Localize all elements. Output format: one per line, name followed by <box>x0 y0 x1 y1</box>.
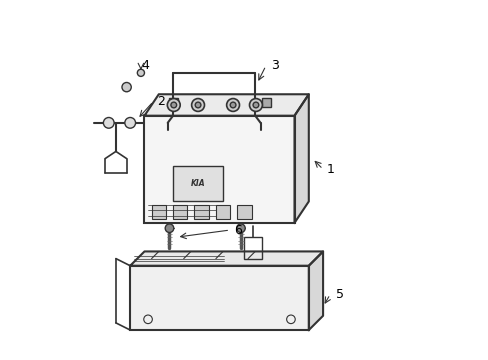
Circle shape <box>124 117 135 128</box>
Text: KIA: KIA <box>190 179 205 188</box>
Bar <box>216 205 230 219</box>
Text: 1: 1 <box>326 163 334 176</box>
Bar <box>130 266 308 330</box>
Circle shape <box>236 224 244 233</box>
Circle shape <box>137 69 144 76</box>
Text: 4: 4 <box>141 59 148 72</box>
Bar <box>194 205 208 219</box>
Circle shape <box>103 117 114 128</box>
Circle shape <box>253 102 258 108</box>
Circle shape <box>167 99 180 111</box>
Circle shape <box>195 102 201 108</box>
Polygon shape <box>308 251 323 330</box>
Polygon shape <box>130 251 323 266</box>
Circle shape <box>226 99 239 111</box>
Text: 3: 3 <box>271 59 279 72</box>
Bar <box>168 98 177 107</box>
Polygon shape <box>144 94 308 116</box>
Bar <box>151 205 165 219</box>
Circle shape <box>191 99 204 111</box>
Circle shape <box>230 102 235 108</box>
Polygon shape <box>294 94 308 223</box>
Circle shape <box>165 224 173 233</box>
Text: 6: 6 <box>233 224 241 237</box>
Bar <box>173 166 223 202</box>
Bar <box>173 205 187 219</box>
Bar <box>244 237 262 258</box>
Bar <box>262 98 271 107</box>
Text: 2: 2 <box>157 95 164 108</box>
Circle shape <box>122 82 131 92</box>
Bar <box>237 205 251 219</box>
Text: 5: 5 <box>335 288 343 301</box>
Circle shape <box>249 99 262 111</box>
Circle shape <box>171 102 176 108</box>
Bar <box>144 116 294 223</box>
